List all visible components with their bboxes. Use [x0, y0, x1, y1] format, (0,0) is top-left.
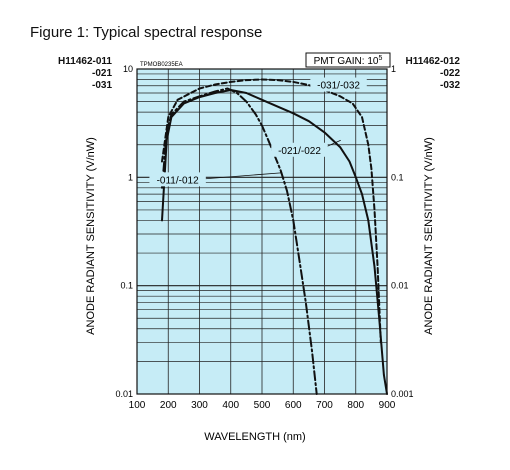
plot-frame [136, 68, 388, 395]
model-label: H11462-011 [58, 56, 112, 67]
model-label: -032 [439, 80, 460, 91]
y-axis-label-left: ANODE RADIANT SENSITIVITY (V/nW) [85, 137, 97, 335]
model-label: -031 [91, 80, 112, 91]
y-axis-label-right: ANODE RADIANT SENSITIVITY (V/nW) [423, 137, 435, 335]
figure-title: Figure 1: Typical spectral response [30, 24, 263, 41]
x-tick-label: 700 [316, 400, 333, 411]
y-tick-label-right: 0.1 [391, 172, 404, 182]
series-label: -011/-012 [157, 175, 200, 186]
y-tick-label-right: 0.001 [391, 389, 414, 399]
model-label: -021 [91, 68, 112, 79]
series-label: -031/-032 [317, 81, 360, 92]
series-line-2 [161, 89, 388, 395]
series-lines [161, 78, 388, 395]
model-label: H11462-012 [405, 56, 461, 67]
tick-labels: 100 200 300 400 500 600 700 800 900 0.01 0.1 1 10 0.0… [115, 64, 413, 411]
gain-badge-box [305, 52, 391, 68]
series-line-3 [161, 78, 382, 344]
x-tick-label: 500 [254, 400, 271, 411]
grid [136, 69, 388, 395]
x-tick-label: 100 [129, 400, 146, 411]
series-label-bg [310, 77, 367, 92]
x-tick-label: 200 [160, 400, 177, 411]
series-label: -021/-022 [278, 146, 321, 157]
gain-badge: PMT GAIN: 105 [305, 52, 391, 68]
x-tick-label: 600 [285, 400, 302, 411]
x-tick-label: 800 [347, 400, 364, 411]
x-tick-label: 900 [379, 400, 396, 411]
series-label-bg [149, 172, 206, 187]
y-tick-label-left: 0.01 [115, 389, 133, 399]
series-line-1 [161, 87, 318, 395]
x-tick-label: 300 [191, 400, 208, 411]
series-label-bg [271, 142, 328, 157]
model-list-right: H11462-012 -022 -032 [392, 56, 461, 92]
model-list-left: H11462-011 -021 -031 [44, 56, 112, 92]
series-labels: -011/-012 -021/-022 -031/-032 [149, 77, 367, 187]
y-tick-label-left: 1 [128, 172, 133, 182]
x-tick-label: 400 [222, 400, 239, 411]
y-tick-label-right: 0.01 [391, 281, 409, 291]
x-axis-label: WAVELENGTH (nm) [204, 431, 305, 443]
y-tick-label-right: 1 [391, 64, 396, 74]
y-tick-label-left: 0.1 [120, 281, 133, 291]
y-tick-label-left: 10 [123, 64, 133, 74]
model-label: -022 [439, 68, 460, 79]
gain-badge-text: PMT GAIN: 105 [314, 55, 383, 67]
series-callout-line [197, 172, 281, 180]
drawing-code: TPMOB0235EA [140, 62, 183, 68]
